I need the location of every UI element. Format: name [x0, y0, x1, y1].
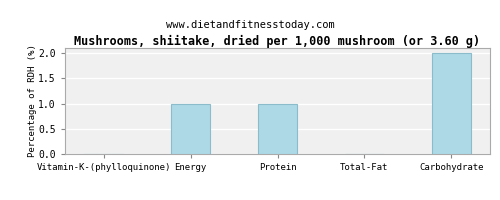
Title: Mushrooms, shiitake, dried per 1,000 mushroom (or 3.60 g): Mushrooms, shiitake, dried per 1,000 mus…: [74, 35, 480, 48]
Text: www.dietandfitnesstoday.com: www.dietandfitnesstoday.com: [166, 20, 334, 30]
Bar: [432, 53, 470, 154]
Bar: [258, 104, 297, 154]
Y-axis label: Percentage of RDH (%): Percentage of RDH (%): [28, 45, 37, 157]
Bar: [171, 104, 210, 154]
